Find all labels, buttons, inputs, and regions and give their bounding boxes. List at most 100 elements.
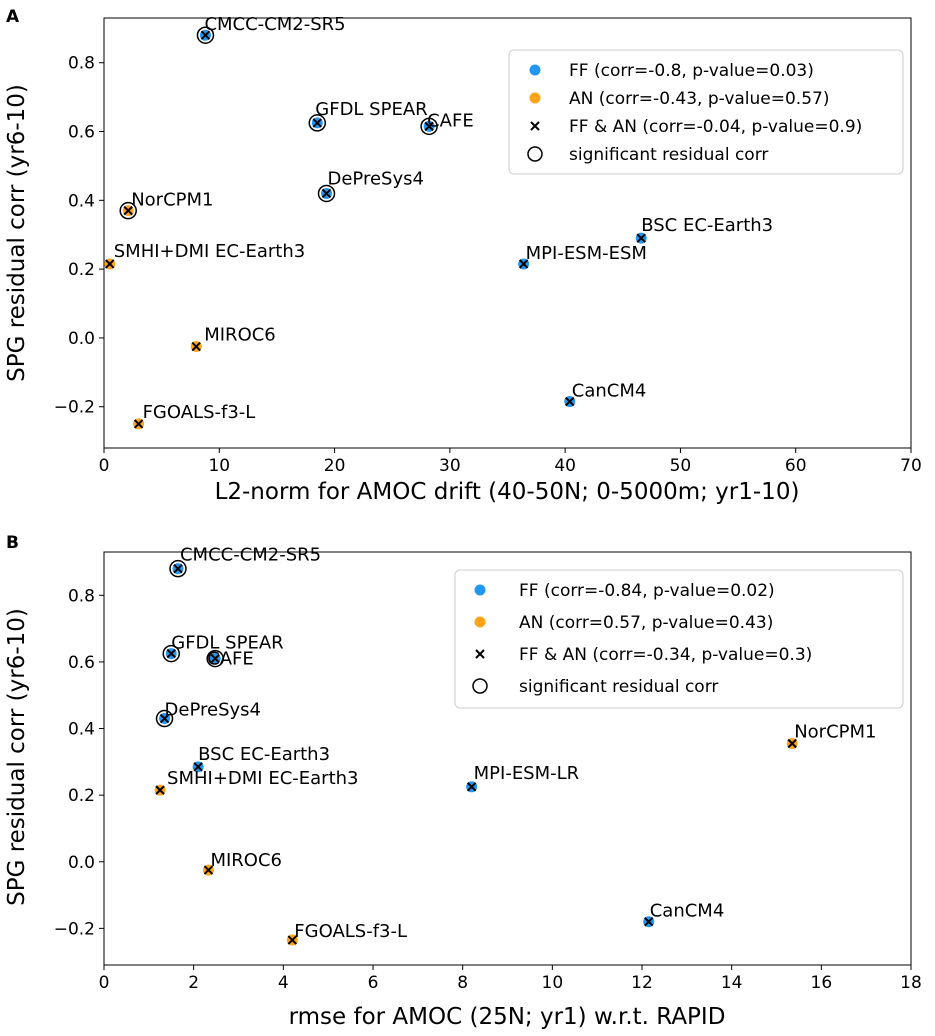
legend-label: FF (corr=-0.84, p-value=0.02) xyxy=(519,581,775,601)
significance-ring xyxy=(169,559,187,578)
data-point: GFDL SPEAR xyxy=(308,99,428,132)
point-cross xyxy=(193,762,203,772)
x-tick-label: 30 xyxy=(439,456,461,476)
legend-label: FF & AN (corr=-0.04, p-value=0.9) xyxy=(569,117,862,137)
legend-label: FF & AN (corr=-0.34, p-value=0.3) xyxy=(519,645,812,665)
legend-marker xyxy=(529,92,541,104)
y-tick-label: 0.2 xyxy=(68,260,95,280)
legend: FF (corr=-0.84, p-value=0.02) AN (corr=0.… xyxy=(454,569,904,709)
legend-marker xyxy=(530,121,540,131)
y-tick-label: 0.2 xyxy=(68,786,95,806)
data-point: NorCPM1 xyxy=(786,722,876,750)
legend-label: AN (corr=-0.43, p-value=0.57) xyxy=(569,89,829,109)
point-label: CanCM4 xyxy=(572,381,647,402)
data-point: BSC EC-Earth3 xyxy=(635,215,773,244)
x-tick-label: 4 xyxy=(278,973,289,993)
legend-marker xyxy=(527,146,543,162)
data-point: MIROC6 xyxy=(202,850,282,876)
x-tick-label: 40 xyxy=(554,456,576,476)
point-cross xyxy=(565,396,575,407)
significance-ring xyxy=(155,709,174,728)
x-tick-label: 10 xyxy=(542,973,564,993)
y-tick-label: 0.0 xyxy=(68,853,95,873)
data-point: SMHI+DMI EC-Earth3 xyxy=(154,768,359,796)
point-label: CAFE xyxy=(427,110,474,131)
x-tick-label: 0 xyxy=(99,456,110,476)
point-label: GFDL SPEAR xyxy=(315,99,427,120)
panel-a: A L2-norm for AMOC drift (40-50N; 0-5000… xyxy=(4,7,922,505)
x-tick-label: 6 xyxy=(368,973,379,993)
y-tick-label: 0.8 xyxy=(68,586,95,606)
point-label: SMHI+DMI EC-Earth3 xyxy=(114,241,305,262)
point-label: CanCM4 xyxy=(650,901,725,922)
point-label: DePreSys4 xyxy=(328,168,424,189)
point-cross xyxy=(133,419,144,429)
x-tick-label: 18 xyxy=(900,973,922,993)
y-tick-label: 0.6 xyxy=(68,123,95,143)
plot-frame xyxy=(103,551,912,966)
ticks: 0 2 4 6 8 10 12 14 16 18 −0.2 0.0 0.2 0.4 0.6 0.8 xyxy=(54,586,922,993)
point-label: MPI-ESM-ESM xyxy=(526,243,647,264)
plot-frame xyxy=(103,17,912,449)
y-tick-label: −0.2 xyxy=(54,398,95,418)
x-tick-label: 14 xyxy=(721,973,743,993)
point-cross xyxy=(200,30,211,40)
point-cross xyxy=(424,121,434,132)
point-cross xyxy=(312,118,322,128)
legend-marker xyxy=(474,584,486,596)
data-point: MIROC6 xyxy=(190,325,276,353)
significance-ring xyxy=(162,644,180,663)
point-cross xyxy=(787,738,797,749)
data-point: DePreSys4 xyxy=(317,168,424,203)
data-point: CAFE xyxy=(206,649,254,670)
panel-label: B xyxy=(6,533,19,553)
point-label: DePreSys4 xyxy=(165,700,261,721)
x-tick-label: 2 xyxy=(188,973,199,993)
point-cross xyxy=(203,865,214,875)
x-tick-label: 50 xyxy=(670,456,692,476)
point-cross xyxy=(210,653,220,664)
x-tick-label: 8 xyxy=(457,973,468,993)
data-point: CAFE xyxy=(420,110,474,136)
point-label: GFDL SPEAR xyxy=(171,633,283,654)
point-label: FGOALS-f3-L xyxy=(294,921,407,942)
data-point: NorCPM1 xyxy=(119,190,214,220)
point-cross xyxy=(466,782,477,792)
legend-marker xyxy=(472,678,488,694)
x-tick-label: 16 xyxy=(811,973,833,993)
significance-ring xyxy=(420,117,438,136)
point-cross xyxy=(636,233,646,243)
x-tick-label: 70 xyxy=(900,456,922,476)
point-cross xyxy=(159,713,170,724)
data-point: BSC EC-Earth3 xyxy=(192,744,330,773)
point-cross xyxy=(518,259,529,269)
significance-ring xyxy=(196,26,215,44)
data-point: FGOALS-f3-L xyxy=(286,921,407,946)
data-point: MPI-ESM-ESM xyxy=(518,243,647,270)
significance-ring xyxy=(308,114,327,132)
point-label: BSC EC-Earth3 xyxy=(198,744,330,765)
data-point: GFDL SPEAR xyxy=(162,633,284,663)
legend-box xyxy=(508,49,904,175)
legend-box xyxy=(454,569,904,709)
data-point: FGOALS-f3-L xyxy=(133,402,255,430)
point-label: CAFE xyxy=(207,649,254,670)
point-label: BSC EC-Earth3 xyxy=(641,215,773,236)
legend-label: significant residual corr xyxy=(569,145,768,165)
y-tick-label: 0.6 xyxy=(68,653,95,673)
point-cross xyxy=(155,785,165,795)
legend-label: FF (corr=-0.8, p-value=0.03) xyxy=(569,61,814,81)
significance-ring xyxy=(119,201,137,220)
x-tick-label: 10 xyxy=(208,456,230,476)
y-tick-label: 0.0 xyxy=(68,329,95,349)
x-tick-label: 60 xyxy=(785,456,807,476)
data-point: MPI-ESM-LR xyxy=(466,763,579,793)
data-point: CanCM4 xyxy=(564,381,646,408)
x-tick-label: 20 xyxy=(324,456,346,476)
y-tick-label: −0.2 xyxy=(54,919,95,939)
legend-label: AN (corr=0.57, p-value=0.43) xyxy=(519,613,773,633)
data-point: CMCC-CM2-SR5 xyxy=(196,14,346,44)
